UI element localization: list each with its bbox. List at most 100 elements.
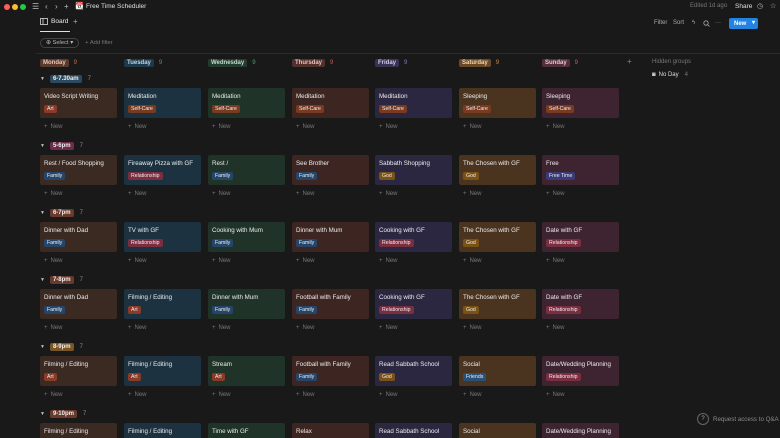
tab-board[interactable]: Board	[40, 18, 68, 25]
add-new-card-button[interactable]: + New	[379, 392, 398, 398]
add-new-card-button[interactable]: + New	[463, 258, 482, 264]
group-header[interactable]: ▼ 6-7pm 7	[40, 208, 83, 218]
collapse-caret-icon[interactable]: ▼	[40, 143, 45, 149]
collapse-caret-icon[interactable]: ▼	[40, 344, 45, 350]
close-window-button[interactable]	[4, 4, 10, 10]
card[interactable]: Rest / Food Shopping Family	[40, 155, 117, 185]
add-new-card-button[interactable]: + New	[546, 124, 565, 130]
group-header[interactable]: ▼ 7-8pm 7	[40, 275, 83, 285]
add-filter-button[interactable]: + Add filter	[85, 40, 113, 46]
card[interactable]: The Chosen with GF God	[459, 222, 536, 252]
column-header-sunday[interactable]: Sunday 9	[542, 58, 578, 68]
card[interactable]: TV with GF Relationship	[124, 222, 201, 252]
card[interactable]: Football with Family Family	[292, 356, 369, 386]
favorite-star-icon[interactable]: ☆	[770, 3, 777, 10]
column-header-friday[interactable]: Friday 9	[375, 58, 407, 68]
column-header-thursday[interactable]: Thursday 9	[292, 58, 333, 68]
group-header[interactable]: ▼ 5-6pm 7	[40, 141, 83, 151]
card[interactable]: Filming / Editing Art	[124, 356, 201, 386]
add-new-card-button[interactable]: + New	[128, 258, 147, 264]
forward-arrow-icon[interactable]: ›	[55, 2, 58, 11]
card[interactable]: Rest / Family	[208, 155, 285, 185]
card[interactable]: See Brother Family	[292, 155, 369, 185]
add-new-card-button[interactable]: + New	[296, 258, 315, 264]
add-view-icon[interactable]: +	[73, 17, 78, 26]
card[interactable]: Filming / Editing Art	[124, 289, 201, 319]
card[interactable]: Football with Family Family	[292, 289, 369, 319]
add-new-card-button[interactable]: + New	[296, 191, 315, 197]
add-new-card-button[interactable]: + New	[546, 258, 565, 264]
new-button[interactable]: New ▾	[729, 18, 758, 29]
add-new-card-button[interactable]: + New	[546, 191, 565, 197]
card[interactable]: Free Free Time	[542, 155, 619, 185]
card[interactable]: Sleeping Self-Care	[542, 88, 619, 118]
add-new-card-button[interactable]: + New	[379, 258, 398, 264]
card[interactable]: Social	[459, 423, 536, 438]
card[interactable]: Fireaway Pizza with GF Relationship	[124, 155, 201, 185]
add-new-card-button[interactable]: + New	[212, 124, 231, 130]
sidebar-menu-icon[interactable]: ☰	[32, 2, 40, 11]
collapse-caret-icon[interactable]: ▼	[40, 277, 45, 283]
zoom-window-button[interactable]	[20, 4, 26, 10]
collapse-caret-icon[interactable]: ▼	[40, 210, 45, 216]
add-new-card-button[interactable]: + New	[128, 325, 147, 331]
add-new-card-button[interactable]: + New	[296, 325, 315, 331]
collapse-caret-icon[interactable]: ▼	[40, 76, 45, 82]
card[interactable]: Cooking with GF Relationship	[375, 222, 452, 252]
add-new-card-button[interactable]: + New	[379, 191, 398, 197]
page-title[interactable]: Free Time Scheduler	[86, 3, 147, 10]
add-new-card-button[interactable]: + New	[44, 124, 63, 130]
minimize-window-button[interactable]	[12, 4, 18, 10]
add-new-card-button[interactable]: + New	[463, 191, 482, 197]
filter-button[interactable]: Filter	[654, 20, 668, 26]
add-new-card-button[interactable]: + New	[379, 325, 398, 331]
card[interactable]: The Chosen with GF God	[459, 289, 536, 319]
add-new-card-button[interactable]: + New	[296, 124, 315, 130]
add-new-card-button[interactable]: + New	[546, 392, 565, 398]
card[interactable]: Sabbath Shopping God	[375, 155, 452, 185]
share-button[interactable]: Share	[735, 3, 753, 10]
automation-bolt-icon[interactable]: ϟ	[692, 20, 696, 26]
card[interactable]: Date/Wedding Planning	[542, 423, 619, 438]
add-new-card-button[interactable]: + New	[44, 258, 63, 264]
add-new-card-button[interactable]: + New	[44, 392, 63, 398]
column-header-saturday[interactable]: Saturday 9	[459, 58, 499, 68]
card[interactable]: Social Friends	[459, 356, 536, 386]
add-new-card-button[interactable]: + New	[212, 325, 231, 331]
card[interactable]: Video Script Writing Art	[40, 88, 117, 118]
card[interactable]: Relax	[292, 423, 369, 438]
chevron-down-icon[interactable]: ▾	[751, 20, 755, 26]
card[interactable]: Read Sabbath School God	[375, 356, 452, 386]
card[interactable]: Date with GF Relationship	[542, 222, 619, 252]
card[interactable]: Filming / Editing	[124, 423, 201, 438]
card[interactable]: Time with GF	[208, 423, 285, 438]
qa-access-button[interactable]: ? Request access to Q&A	[697, 413, 779, 425]
add-new-card-button[interactable]: + New	[379, 124, 398, 130]
card[interactable]: Meditation Self-Care	[375, 88, 452, 118]
card[interactable]: Date/Wedding Planning Relationship	[542, 356, 619, 386]
add-new-card-button[interactable]: + New	[546, 325, 565, 331]
card[interactable]: Meditation Self-Care	[292, 88, 369, 118]
card[interactable]: Sleeping Self-Care	[459, 88, 536, 118]
collapse-caret-icon[interactable]: ▼	[40, 411, 45, 417]
history-clock-icon[interactable]: ◷	[757, 3, 764, 10]
sort-button[interactable]: Sort	[673, 20, 685, 26]
card[interactable]: Meditation Self-Care	[208, 88, 285, 118]
card[interactable]: Date with GF Relationship	[542, 289, 619, 319]
add-new-card-button[interactable]: + New	[128, 392, 147, 398]
card[interactable]: Cooking with GF Relationship	[375, 289, 452, 319]
add-new-card-button[interactable]: + New	[463, 325, 482, 331]
add-new-card-button[interactable]: + New	[296, 392, 315, 398]
group-header[interactable]: ▼ 6-7.30am 7	[40, 74, 91, 84]
card[interactable]: Filming / Editing	[40, 423, 117, 438]
card[interactable]: Filming / Editing Art	[40, 356, 117, 386]
card[interactable]: Dinner with Dad Family	[40, 222, 117, 252]
add-new-card-button[interactable]: + New	[44, 325, 63, 331]
add-new-card-button[interactable]: + New	[128, 124, 147, 130]
add-new-card-button[interactable]: + New	[212, 392, 231, 398]
group-header[interactable]: ▼ 9-10pm 7	[40, 409, 86, 419]
add-new-card-button[interactable]: + New	[128, 191, 147, 197]
select-filter[interactable]: ⊕ Select ▾	[40, 38, 80, 48]
card[interactable]: Stream Art	[208, 356, 285, 386]
card[interactable]: Meditation Self-Care	[124, 88, 201, 118]
